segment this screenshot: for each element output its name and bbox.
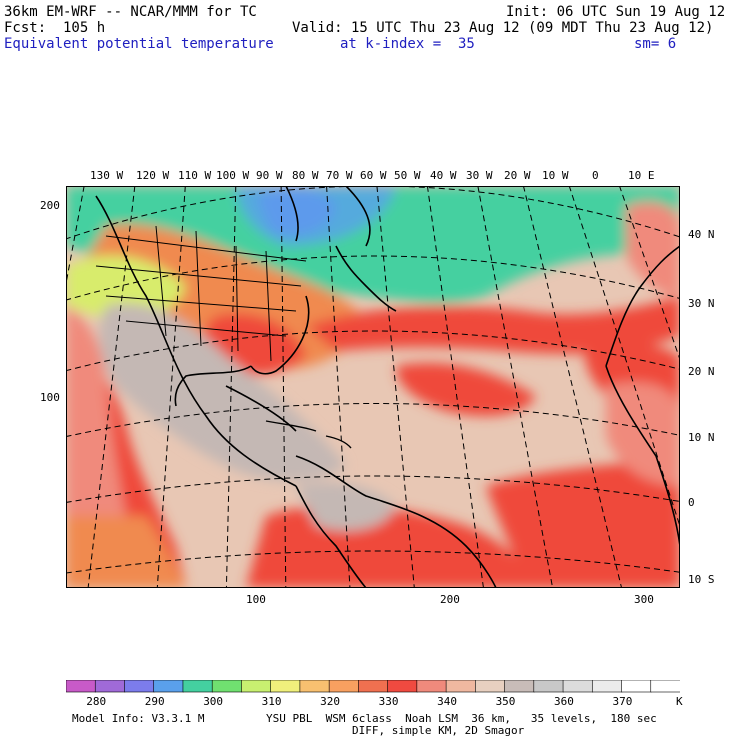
shading-pacific-salmon — [66, 306, 126, 516]
colorbar-swatch — [153, 680, 184, 693]
colorbar-swatch — [621, 680, 652, 693]
shading-arctic-teal — [236, 186, 396, 246]
lon-label: 70 W — [326, 169, 353, 182]
shading-africa-salmon — [606, 382, 680, 486]
equivalent-potential-temperature-map — [66, 186, 680, 588]
smoothing-info: sm= 6 — [634, 36, 677, 52]
color-bar — [66, 680, 680, 693]
shading-north-green — [66, 186, 680, 304]
colorbar-swatch — [328, 680, 360, 693]
colorbar-swatch — [533, 680, 564, 693]
shading-europe-salmon — [626, 202, 680, 296]
colorbar-swatch — [94, 680, 126, 693]
colorbar-swatch — [591, 680, 623, 693]
colorbar-swatch — [299, 680, 330, 693]
model-info: Model Info: V3.3.1 M — [72, 712, 205, 725]
colorbar-label: 280 — [86, 695, 107, 708]
grid-y-label: 100 — [40, 391, 60, 404]
colorbar-swatch — [445, 680, 477, 693]
shading-south-america-grey — [296, 482, 396, 531]
lat-label: 10 S — [688, 573, 715, 586]
colorbar-label: 310 — [261, 695, 282, 708]
grid-y-label: 200 — [40, 199, 60, 212]
lon-label: 10 W — [542, 169, 569, 182]
field-name: Equivalent potential temperature — [4, 36, 274, 52]
colorbar-label: 320 — [320, 695, 341, 708]
init-time: Init: 06 UTC Sun 19 Aug 12 — [506, 4, 726, 20]
colorbar-swatch — [124, 680, 155, 693]
model-title: 36km EM-WRF -- NCAR/MMM for TC — [4, 4, 257, 20]
colorbar-swatch — [650, 680, 680, 693]
colorbar-label: 370 — [612, 695, 633, 708]
colorbar-unit: K — [676, 695, 683, 708]
lon-label: 0 — [592, 169, 599, 182]
colorbar-swatch — [182, 680, 213, 693]
lon-label: 30 W — [466, 169, 493, 182]
grid-x-label: 300 — [634, 593, 654, 606]
colorbar-swatch — [416, 680, 447, 693]
lat-label: 40 N — [688, 228, 715, 241]
lon-label: 40 W — [430, 169, 457, 182]
lat-label: 10 N — [688, 431, 715, 444]
lon-label: 20 W — [504, 169, 531, 182]
colorbar-label: 300 — [203, 695, 224, 708]
forecast-hour: Fcst: 105 h — [4, 20, 106, 36]
physics-info: YSU PBL WSM 6class Noah LSM 36 km, 35 le… — [266, 712, 657, 725]
colorbar-label: 350 — [495, 695, 516, 708]
caribbean-islands — [265, 420, 352, 449]
coastlines — [95, 186, 680, 588]
lat-label: 20 N — [688, 365, 715, 378]
lon-label: 50 W — [394, 169, 421, 182]
colorbar-swatch — [241, 680, 272, 693]
colorbar-swatch — [504, 680, 535, 693]
colorbar-swatch — [562, 680, 594, 693]
shading-atlantic-band-2 — [396, 362, 536, 416]
lon-label: 80 W — [292, 169, 319, 182]
grid-x-label: 200 — [440, 593, 460, 606]
colorbar-swatch — [66, 680, 97, 693]
diffusion-info: DIFF, simple KM, 2D Smagor — [352, 724, 525, 737]
colorbar-swatch — [211, 680, 243, 693]
colorbar-label: 290 — [144, 695, 165, 708]
lon-label: 90 W — [256, 169, 283, 182]
colorbar-swatch — [475, 680, 506, 693]
colorbar-label: 340 — [437, 695, 457, 708]
shading-south-atlantic-hot — [486, 456, 680, 588]
lon-label: 110 W — [178, 169, 212, 182]
lon-label: 60 W — [360, 169, 387, 182]
lat-label: 0 — [688, 496, 695, 509]
valid-time: Valid: 15 UTC Thu 23 Aug 12 (09 MDT Thu … — [292, 20, 714, 36]
grid-x-label: 100 — [246, 593, 266, 606]
lon-label: 10 E — [628, 169, 655, 182]
colorbar-swatch — [387, 680, 418, 693]
shading-southwest-orange — [66, 516, 186, 588]
colorbar-swatch — [270, 680, 301, 693]
lat-label: 30 N — [688, 297, 715, 310]
state-borders — [95, 225, 307, 362]
colorbar-label: 330 — [378, 695, 399, 708]
colorbar-swatch — [358, 680, 389, 693]
lon-label: 130 W — [90, 169, 124, 182]
colorbar-label: 360 — [554, 695, 574, 708]
lon-label: 100 W — [216, 169, 250, 182]
lon-label: 120 W — [136, 169, 170, 182]
shading-atlantic-band-1 — [306, 296, 680, 354]
level-info: at k-index = 35 — [340, 36, 475, 52]
